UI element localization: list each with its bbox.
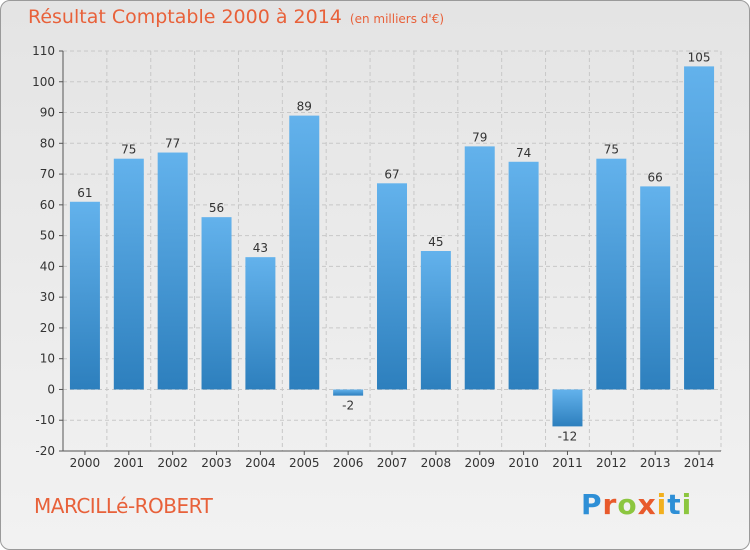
y-tick-label: 30 [40, 290, 55, 304]
y-tick-label: 40 [40, 259, 55, 273]
y-tick-label: 80 [40, 136, 55, 150]
x-tick-label: 2002 [157, 456, 188, 470]
axes: -20 -10 0 10 20 30 40 50 60 70 80 90 100 110 [32, 44, 721, 458]
logo-letter: x [637, 488, 657, 521]
y-tick-label: -20 [35, 444, 55, 458]
data-label: 79 [472, 130, 487, 144]
bar [464, 146, 495, 390]
proxiti-logo: Proxiti [581, 488, 692, 521]
bar [69, 201, 100, 390]
bar [508, 161, 539, 390]
data-label: 89 [297, 100, 312, 114]
y-tick-label: 50 [40, 229, 55, 243]
data-label: -2 [342, 399, 354, 413]
y-tick-label: 100 [32, 75, 55, 89]
bar [201, 217, 232, 390]
bar [640, 186, 671, 390]
y-tick-label: 0 [47, 382, 55, 396]
logo-letter: P [581, 488, 603, 521]
data-label: 75 [604, 143, 619, 157]
data-label: 45 [428, 235, 443, 249]
bar [552, 389, 583, 427]
x-tick-label: 2010 [508, 456, 539, 470]
y-tick-label: 20 [40, 321, 55, 335]
y-tick-label: -10 [35, 413, 55, 427]
data-label: 77 [165, 137, 180, 151]
x-tick-label: 2008 [421, 456, 452, 470]
data-label: -12 [558, 429, 578, 443]
data-label: 66 [648, 170, 663, 184]
data-label: 43 [253, 241, 268, 255]
bar [684, 66, 715, 390]
logo-letter: t [667, 488, 682, 521]
bar [157, 152, 188, 390]
x-tick-label: 2000 [70, 456, 101, 470]
x-tick-label: 2006 [333, 456, 364, 470]
y-tick-label: 90 [40, 106, 55, 120]
x-tick-label: 2005 [289, 456, 320, 470]
x-tick-label: 2001 [114, 456, 145, 470]
x-tick-label: 2009 [464, 456, 495, 470]
chart-title: Résultat Comptable 2000 à 2014 (en millie… [28, 6, 444, 28]
logo-letter: i [656, 488, 668, 521]
x-tick-label: 2007 [377, 456, 408, 470]
bar [113, 158, 144, 390]
y-tick-label: 10 [40, 352, 55, 366]
y-tick-label: 70 [40, 167, 55, 181]
data-label: 74 [516, 146, 531, 160]
x-tick-label: 2012 [596, 456, 627, 470]
chart-unit: (en milliers d'€) [349, 12, 445, 26]
x-tick-label: 2013 [640, 456, 671, 470]
labels: 2000 61 2001 75 2002 77 2003 56 2004 43 2005 89 2006… [70, 50, 715, 470]
bar [333, 389, 364, 396]
logo-letter: o [617, 488, 638, 521]
x-tick-label: 2003 [201, 456, 232, 470]
bar [420, 251, 451, 390]
commune-name: MARCILLé-ROBERT [34, 494, 213, 518]
data-label: 56 [209, 201, 224, 215]
bar [596, 158, 627, 390]
x-tick-label: 2004 [245, 456, 276, 470]
chart-title-text: Résultat Comptable 2000 à 2014 [28, 6, 342, 28]
x-tick-label: 2011 [552, 456, 583, 470]
y-tick-label: 60 [40, 198, 55, 212]
bar [377, 183, 407, 390]
data-label: 67 [384, 167, 399, 181]
bar-series [69, 66, 715, 427]
bar [245, 257, 276, 390]
data-label: 75 [121, 143, 136, 157]
data-label: 105 [688, 50, 711, 64]
data-label: 61 [77, 186, 92, 200]
logo-letter: r [602, 488, 618, 521]
x-tick-label: 2014 [684, 456, 715, 470]
logo-letter: i [681, 488, 693, 521]
y-tick-label: 110 [32, 44, 55, 58]
bar [289, 115, 320, 390]
